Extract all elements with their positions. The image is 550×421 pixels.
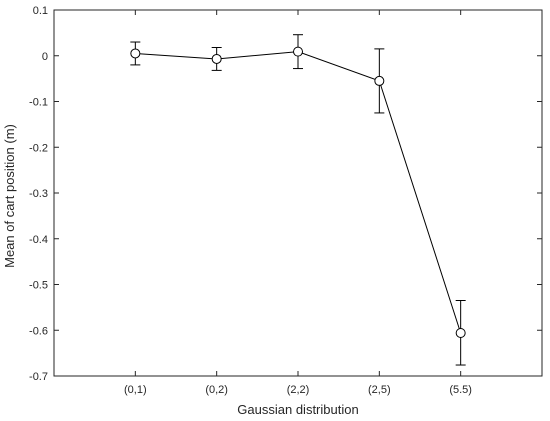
y-tick-label: -0.6 (29, 325, 48, 337)
x-tick-label: (2,2) (287, 384, 310, 396)
x-tick-label: (5.5) (449, 384, 472, 396)
y-tick-label: -0.7 (29, 371, 48, 383)
data-point (130, 48, 141, 59)
y-axis: 0.1 0 -0.1 -0.2 -0.3 -0.4 -0.5 -0.6 -0.7 (29, 5, 542, 383)
data-point (455, 327, 466, 338)
x-tick-label: (0,2) (205, 384, 228, 396)
y-tick-label: 0 (42, 51, 48, 63)
y-tick-label: -0.2 (29, 142, 48, 154)
data-point (293, 46, 303, 57)
series-layer (130, 34, 466, 366)
x-tick-label: (0,1) (124, 384, 147, 396)
series-line (135, 51, 462, 334)
y-tick-label: -0.5 (29, 280, 48, 292)
data-point (211, 53, 222, 64)
y-axis-label: Mean of cart position (m) (2, 124, 17, 268)
y-tick-label: -0.1 (29, 97, 48, 109)
x-axis-label: Gaussian distribution (237, 402, 358, 417)
data-point (374, 75, 385, 86)
y-tick-label: -0.4 (29, 234, 48, 246)
x-axis: (0,1) (0,2) (2,2) (2,5) (5.5) (124, 10, 472, 396)
x-tick-label: (2,5) (368, 384, 391, 396)
y-tick-label: 0.1 (33, 5, 48, 17)
y-tick-label: -0.3 (29, 188, 48, 200)
